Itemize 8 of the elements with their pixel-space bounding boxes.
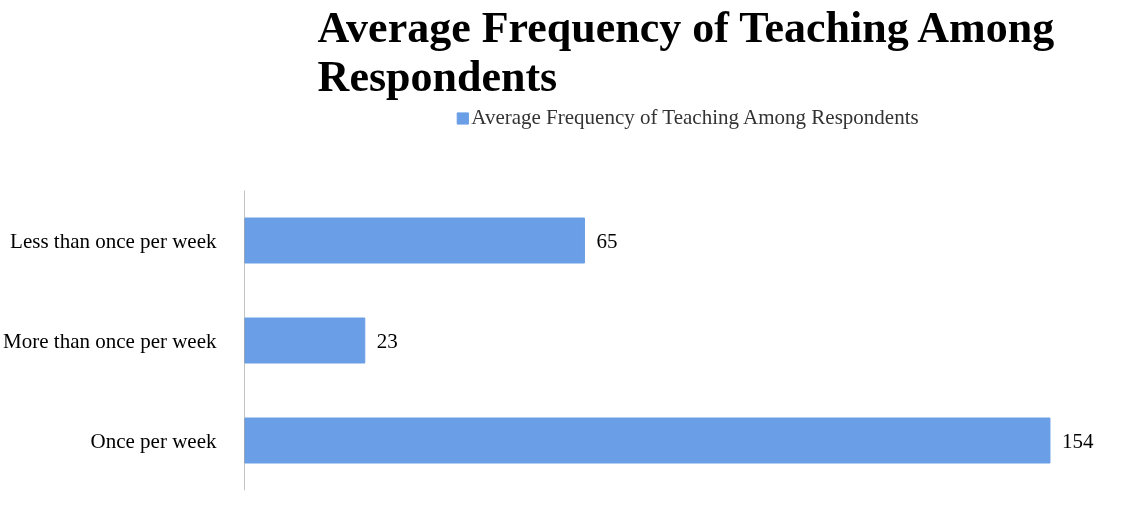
chart-title: Average Frequency of Teaching Among Respondents — [317, 2, 1055, 101]
data-label: 23 — [376, 328, 398, 353]
legend-label: Average Frequency of Teaching Among Respondents — [471, 105, 919, 130]
y-tick-label: Once per week — [90, 428, 217, 453]
data-label: 65 — [596, 228, 618, 253]
y-tick-label: Less than once per week — [10, 228, 217, 253]
data-label: 154 — [1061, 428, 1094, 453]
y-tick-label: More than once per week — [3, 328, 217, 353]
